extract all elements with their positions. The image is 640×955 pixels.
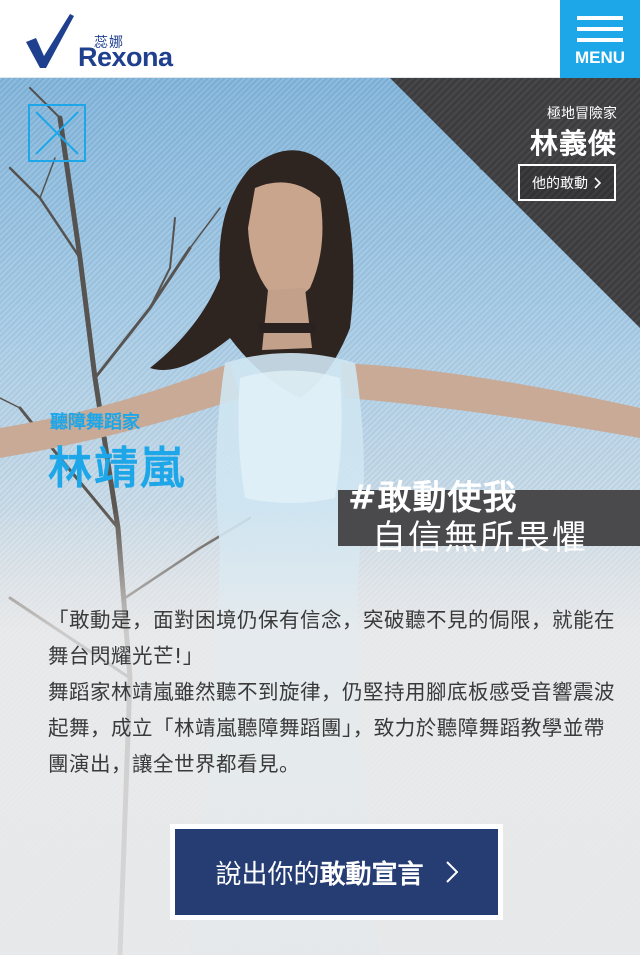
profile-quote: 「敢動是，面對困境仍保有信念，突破聽不見的侷限，就能在舞台閃耀光芒!」 舞蹈家林… — [48, 602, 618, 782]
logo-english-text: Rexona — [78, 42, 173, 72]
side-profile-name: 林義傑 — [529, 127, 617, 160]
side-profile-subtitle: 極地冒險家 — [547, 106, 617, 122]
logo-chinese-text: 蕊娜 — [94, 35, 124, 51]
hamburger-icon — [577, 16, 623, 20]
site-header: 蕊娜 Rexona MENU — [0, 0, 640, 78]
quote-statement: 「敢動是，面對困境仍保有信念，突破聽不見的侷限，就能在舞台閃耀光芒!」 — [48, 608, 615, 668]
rexona-check-icon — [26, 14, 74, 68]
profile-name: 林靖嵐 — [48, 443, 186, 494]
cta-label-bold: 敢動宣言 — [319, 859, 424, 890]
slogan-background — [338, 490, 640, 546]
side-profile-button-label: 他的敢動 — [532, 175, 588, 192]
profile-title: 聽障舞蹈家 — [50, 412, 140, 433]
slogan-line: 自信無所畏懼 — [372, 518, 588, 558]
close-icon — [35, 111, 79, 155]
quote-body: 舞蹈家林靖嵐雖然聽不到旋律，仍堅持用腳底板感受音響震波起舞，成立「林靖嵐聽障舞蹈… — [48, 680, 615, 776]
slogan-hashtag: #敢動使我 — [348, 478, 518, 518]
cta-button[interactable]: 說出你的 敢動宣言 — [170, 824, 503, 920]
cta-button-inner: 說出你的 敢動宣言 — [175, 829, 498, 915]
cta-label-plain: 說出你的 — [215, 859, 320, 890]
menu-button[interactable]: MENU — [560, 0, 640, 78]
side-profile-button[interactable]: 他的敢動 — [518, 164, 616, 201]
chevron-right-icon — [594, 176, 602, 189]
chevron-right-icon — [445, 861, 458, 883]
hero-section: 極地冒險家 林義傑 他的敢動 聽障舞蹈家 林靖嵐 #敢動使我 自信無所畏懼 「敢… — [0, 78, 640, 955]
close-button[interactable] — [28, 104, 86, 162]
rexona-logo[interactable]: 蕊娜 Rexona — [24, 12, 174, 72]
menu-label: MENU — [574, 48, 626, 67]
